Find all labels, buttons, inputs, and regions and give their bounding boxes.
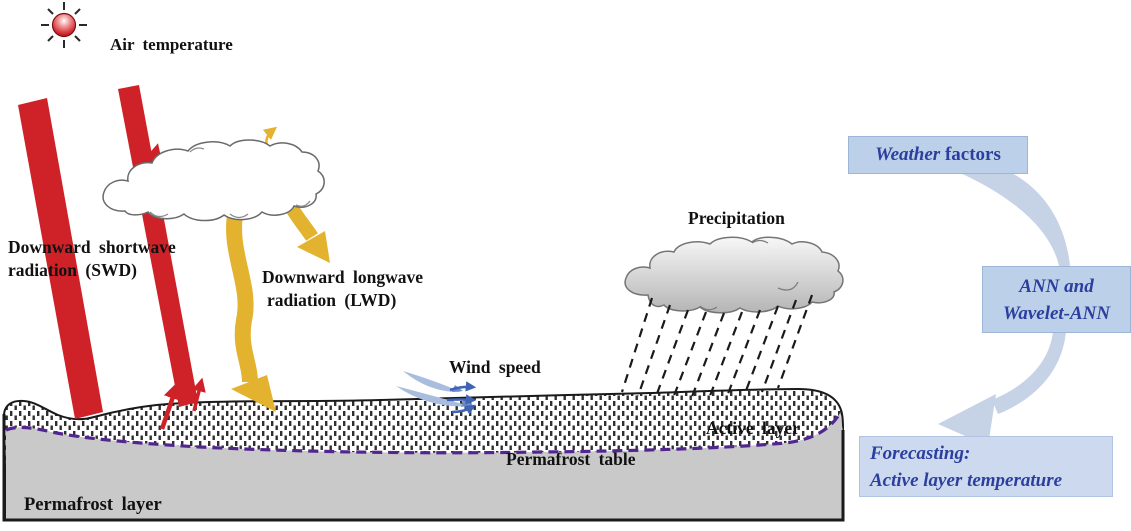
lwd-label-line1: Downward longwave — [262, 267, 424, 287]
lwd-label-line2: radiation (LWD) — [267, 290, 397, 310]
ann-model-line2: Wavelet-ANN — [1002, 302, 1111, 324]
ground-border — [2, 414, 845, 522]
forecasting-box: Forecasting: Active layer temperature — [859, 436, 1113, 497]
ground — [2, 387, 845, 522]
weather-factors-emph: Weather — [875, 144, 941, 165]
lwd-label: Downward longwave radiation (LWD) — [262, 266, 423, 312]
swd-label-line2: radiation (SWD) — [8, 260, 137, 280]
flow-arrow-ann-to-forecast-head — [938, 394, 996, 446]
weather-factors-box: Weather factors — [848, 136, 1028, 174]
flow-arrows — [938, 172, 1070, 446]
flow-arrow-ann-to-forecast-shaft — [992, 331, 1066, 414]
wind-icon — [396, 371, 477, 415]
permafrost-table-line — [5, 412, 842, 455]
active-layer-label: Active layer — [706, 418, 800, 438]
cloud-icon — [102, 139, 325, 222]
ground-reflection-arrows — [159, 377, 206, 430]
weather-factors-rest: factors — [940, 144, 1001, 165]
air-temperature-label: Air temperature — [110, 35, 233, 54]
precipitation-label: Precipitation — [688, 208, 785, 228]
weather-factors-text: Weather factors — [875, 144, 1001, 166]
swd-label-line1: Downward shortwave — [8, 237, 176, 257]
ann-model-box: ANN and Wavelet-ANN — [982, 266, 1131, 333]
flow-arrow-weather-to-ann — [958, 172, 1070, 266]
permafrost-table-label: Permafrost table — [506, 449, 636, 469]
rain-icon — [620, 294, 814, 403]
forecasting-line2: Active layer temperature — [870, 469, 1063, 491]
forecasting-line1: Forecasting: — [870, 442, 971, 464]
sun-icon — [41, 2, 87, 48]
precipitation-cloud-icon — [624, 236, 844, 314]
ann-model-line1: ANN and — [1019, 275, 1094, 297]
permafrost-layer-shape — [6, 413, 843, 519]
swd-label: Downward shortwave radiation (SWD) — [8, 236, 176, 282]
wind-speed-label: Wind speed — [449, 357, 541, 377]
permafrost-layer-label: Permafrost layer — [24, 495, 162, 515]
